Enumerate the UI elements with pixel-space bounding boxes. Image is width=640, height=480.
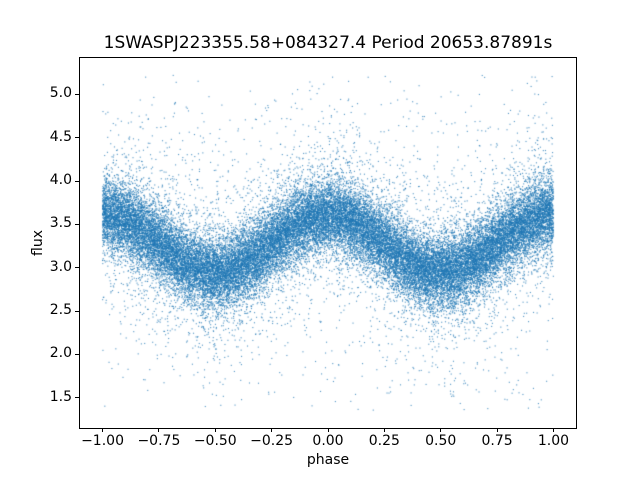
y-axis-label: flux xyxy=(30,230,46,256)
y-tick-mark xyxy=(75,93,79,95)
y-tick-label: 5.0 xyxy=(49,85,72,102)
x-tick-mark xyxy=(102,428,104,432)
y-tick-label: 2.5 xyxy=(49,302,72,319)
x-tick-mark xyxy=(496,428,498,432)
y-tick-mark xyxy=(75,180,79,182)
x-tick-mark xyxy=(383,428,385,432)
x-tick-label: 0.50 xyxy=(425,433,457,449)
x-tick-label: −1.00 xyxy=(81,433,124,449)
y-tick-label: 4.0 xyxy=(49,172,72,189)
y-tick-mark xyxy=(75,267,79,269)
y-tick-label: 1.5 xyxy=(49,388,72,405)
x-tick-label: 0.75 xyxy=(481,433,513,449)
x-tick-label: 0.25 xyxy=(368,433,400,449)
x-tick-mark xyxy=(327,428,329,432)
x-tick-label: 0.00 xyxy=(312,433,344,449)
x-axis-label: phase xyxy=(306,452,350,468)
y-tick-mark xyxy=(75,137,79,139)
y-tick-label: 2.0 xyxy=(49,345,72,362)
x-tick-mark xyxy=(158,428,160,432)
y-tick-mark xyxy=(75,353,79,355)
x-tick-mark xyxy=(440,428,442,432)
chart-title: 1SWASPJ223355.58+084327.4 Period 20653.8… xyxy=(103,33,553,53)
y-tick-mark xyxy=(75,223,79,225)
scatter-points-canvas xyxy=(80,58,576,428)
x-tick-mark xyxy=(552,428,554,432)
y-tick-label: 4.5 xyxy=(49,128,72,145)
plot-area xyxy=(79,57,577,429)
x-tick-label: −0.25 xyxy=(250,433,294,449)
y-tick-label: 3.0 xyxy=(49,258,72,275)
x-tick-mark xyxy=(214,428,216,432)
y-tick-mark xyxy=(75,397,79,399)
x-tick-label: −0.75 xyxy=(137,433,181,449)
y-tick-label: 3.5 xyxy=(49,215,72,232)
x-tick-label: −0.50 xyxy=(193,433,237,449)
x-tick-mark xyxy=(271,428,273,432)
x-tick-label: 1.00 xyxy=(537,433,570,449)
y-tick-mark xyxy=(75,310,79,312)
